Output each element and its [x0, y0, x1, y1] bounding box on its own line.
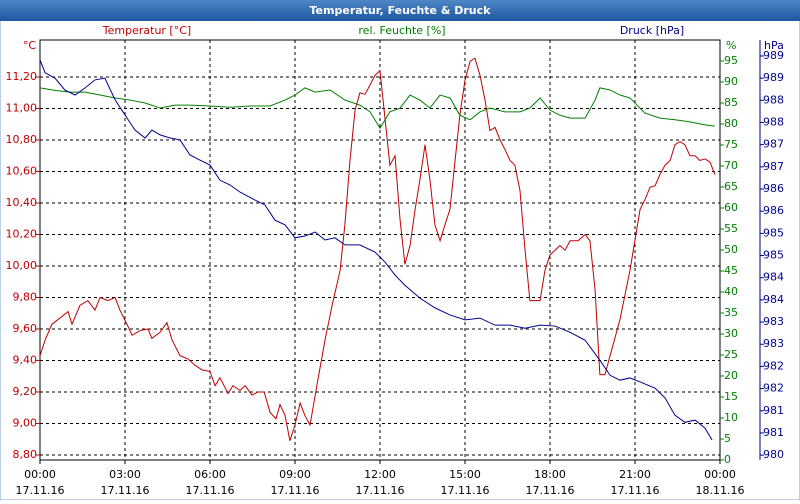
y3-tick-label: 988 — [763, 93, 784, 106]
y-tick-label: 10,80 — [6, 133, 38, 146]
y-tick-label: 9,00 — [13, 416, 38, 429]
y3-tick-label: 986 — [763, 182, 784, 195]
y3-tick-label: 984 — [763, 293, 784, 306]
y3-tick-label: 980 — [763, 448, 784, 461]
y-tick-label: 9,80 — [13, 290, 38, 303]
y-tick-label: 9,60 — [13, 322, 38, 335]
y3-tick-label: 988 — [763, 115, 784, 128]
y-unit: °C — [23, 39, 37, 52]
series-name: Druck [hPa] — [620, 24, 684, 37]
x-tick-date: 17.11.16 — [526, 484, 575, 497]
x-tick-label: 06:00 — [194, 468, 226, 481]
data-line — [39, 59, 713, 441]
y3-tick-label: 984 — [763, 271, 784, 284]
data-line — [39, 87, 715, 130]
x-tick-date: 17.11.16 — [271, 484, 320, 497]
y3-tick-label: 987 — [763, 160, 784, 173]
y2-tick-label: 85 — [724, 96, 738, 109]
x-tick-label: 21:00 — [619, 468, 651, 481]
y2-tick-label: 15 — [724, 390, 738, 403]
x-tick-label: 00:00 — [704, 468, 736, 481]
y-tick-label: 10,00 — [6, 259, 38, 272]
y2-tick-label: 25 — [724, 348, 738, 361]
y3-tick-label: 983 — [763, 315, 784, 328]
x-tick-date: 17.11.16 — [101, 484, 150, 497]
y2-tick-label: 95 — [724, 54, 738, 67]
x-tick-date: 17.11.16 — [356, 484, 405, 497]
x-tick-date: 17.11.16 — [441, 484, 490, 497]
y-tick-label: 9,40 — [13, 353, 38, 366]
y-tick-label: 10,40 — [6, 196, 38, 209]
y-tick-label: 9,20 — [13, 385, 38, 398]
series-name: Temperatur [°C] — [102, 24, 191, 37]
y3-tick-label: 989 — [763, 71, 784, 84]
y2-tick-label: 75 — [724, 138, 738, 151]
x-tick-label: 00:00 — [24, 468, 56, 481]
y3-tick-label: 983 — [763, 337, 784, 350]
x-tick-label: 03:00 — [109, 468, 141, 481]
y-tick-label: 11,20 — [6, 70, 38, 83]
x-tick-date: 17.11.16 — [16, 484, 65, 497]
y2-tick-label: 45 — [724, 264, 738, 277]
y2-tick-label: 30 — [724, 327, 738, 340]
y3-tick-label: 981 — [763, 426, 784, 439]
y2-tick-label: 65 — [724, 180, 738, 193]
y2-tick-label: 20 — [724, 369, 738, 382]
y3-tick-label: 985 — [763, 226, 784, 239]
y2-tick-label: 70 — [724, 159, 738, 172]
y2-tick-label: 55 — [724, 222, 738, 235]
y2-tick-label: 60 — [724, 201, 738, 214]
x-tick-label: 18:00 — [534, 468, 566, 481]
y3-tick-label: 986 — [763, 204, 784, 217]
y-tick-label: 8,80 — [13, 448, 38, 461]
x-tick-date: 17.11.16 — [186, 484, 235, 497]
y2-tick-label: 50 — [724, 243, 738, 256]
y2-tick-label: 5 — [724, 432, 731, 445]
chart-title: Temperatur, Feuchte & Druck — [310, 4, 492, 17]
y2-tick-label: 90 — [724, 75, 738, 88]
y3-tick-label: 982 — [763, 359, 784, 372]
x-tick-date: 18.11.16 — [696, 484, 745, 497]
y-tick-label: 11,00 — [6, 102, 38, 115]
data-line — [39, 57, 716, 441]
y-tick-label: 10,20 — [6, 227, 38, 240]
y2-tick-label: 35 — [724, 306, 738, 319]
y2-tick-label: 10 — [724, 411, 738, 424]
x-tick-label: 09:00 — [279, 468, 311, 481]
y3-tick-label: 987 — [763, 138, 784, 151]
title-bar — [0, 0, 800, 21]
y3-tick-label: 981 — [763, 404, 784, 417]
series-name: rel. Feuchte [%] — [358, 24, 445, 37]
y3-tick-label: 989 — [763, 49, 784, 62]
y3-tick-label: 982 — [763, 382, 784, 395]
x-tick-date: 17.11.16 — [611, 484, 660, 497]
y-tick-label: 10,60 — [6, 164, 38, 177]
x-tick-label: 15:00 — [449, 468, 481, 481]
x-tick-label: 12:00 — [364, 468, 396, 481]
y2-tick-label: 40 — [724, 285, 738, 298]
y3-tick-label: 985 — [763, 249, 784, 262]
y3-unit: hPa — [764, 39, 784, 52]
y2-unit: % — [726, 39, 736, 52]
y2-tick-label: 0 — [724, 453, 731, 466]
y2-tick-label: 80 — [724, 117, 738, 130]
